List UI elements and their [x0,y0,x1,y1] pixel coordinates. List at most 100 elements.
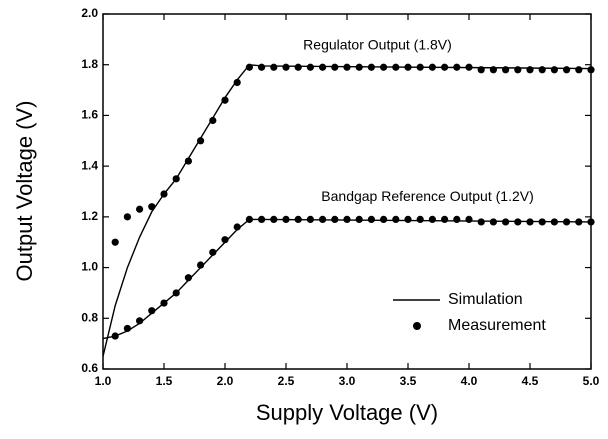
measurement-point [465,63,473,71]
measurement-point [209,248,217,256]
measurement-point [123,324,131,333]
measurement-point [380,215,388,223]
measurement-point [587,218,595,226]
measurement-point [514,218,522,226]
measurement-point [502,218,510,226]
measurement-point [319,63,327,71]
measurement-point [136,317,144,325]
measurement-point [172,289,180,297]
y-axis-title: Output Voltage (V) [12,101,37,282]
measurement-point [550,66,559,74]
measurement-point [392,215,400,223]
measurement-point [416,63,424,71]
measurement-point [136,205,144,213]
measurement-point [270,215,278,223]
measurement-point [575,66,583,74]
measurement-point [526,218,534,226]
measurement-point [282,63,290,71]
annotation: Regulator Output (1.8V) [303,37,452,53]
y-tick-label: 1.2 [81,209,98,223]
measurement-point [184,274,192,282]
measurement-point [233,78,241,87]
measurement-point [258,215,266,223]
measurement-point [343,63,351,71]
measurement-point [343,215,351,223]
measurement-point [453,215,461,223]
measurement-point [160,190,168,198]
measurement-point [270,63,278,71]
measurement-point [245,215,253,223]
y-tick-label: 1.0 [81,260,98,274]
legend-label: Measurement [448,317,546,334]
measurement-point [221,236,229,244]
measurement-point [209,116,217,125]
measurement-point [245,63,253,71]
y-tick-label: 2.0 [81,6,98,20]
x-tick-label: 2.5 [278,374,295,388]
x-tick-label: 4.0 [461,374,478,388]
measurement-point [148,203,156,211]
x-axis-title: Supply Voltage (V) [256,400,438,425]
measurement-point [453,63,461,71]
measurement-point [367,215,375,223]
measurement-point [441,63,449,71]
measurement-point [197,137,205,145]
measurement-point [111,332,119,340]
measurement-point [575,218,583,226]
y-tick-label: 0.6 [81,361,98,375]
y-tick-label: 0.8 [81,310,98,324]
measurement-point [502,66,510,74]
measurement-point [331,215,339,223]
measurement-point [294,215,302,223]
measurement-point [428,63,436,71]
measurement-point [355,63,363,71]
legend-label: Simulation [448,291,523,308]
y-tick-label: 1.6 [81,108,98,122]
measurement-point [160,299,168,307]
measurement-point [563,66,571,74]
measurement-point [489,218,497,226]
x-tick-label: 2.0 [217,374,234,388]
y-tick-label: 1.8 [81,57,98,71]
measurement-point [477,66,485,74]
measurement-point [282,215,290,223]
annotation: Bandgap Reference Output (1.2V) [321,188,533,204]
measurement-point [184,157,192,165]
measurement-point [380,63,388,71]
measurement-point [404,63,412,71]
measurement-point [538,218,546,226]
legend-marker [413,322,421,330]
measurement-point [465,215,473,223]
measurement-point [404,215,412,223]
measurement-point [172,175,180,183]
measurement-point [441,215,449,223]
measurement-point [392,63,400,71]
measurement-point [477,218,485,226]
measurement-point [526,66,534,74]
measurement-point [123,213,131,221]
measurement-point [306,63,314,71]
measurement-point [233,223,241,231]
measurement-point [514,66,522,74]
measurement-point [355,215,363,223]
measurement-point [319,215,327,223]
measurement-point [294,63,302,71]
y-tick-label: 1.4 [81,158,98,172]
measurement-point [489,66,497,74]
measurement-point [111,238,119,246]
x-tick-label: 1.0 [95,374,112,388]
x-tick-label: 1.5 [156,374,173,388]
measurement-point [563,218,571,226]
measurement-point [258,63,266,71]
measurement-point [221,96,229,104]
measurement-point [148,307,156,315]
x-tick-label: 4.5 [522,374,539,388]
x-tick-label: 3.0 [339,374,356,388]
measurement-point [538,66,546,74]
simulation-line [102,63,592,357]
measurement-point [416,215,424,223]
measurement-point [587,66,595,74]
measurement-point [550,218,559,226]
measurement-point [306,215,314,223]
